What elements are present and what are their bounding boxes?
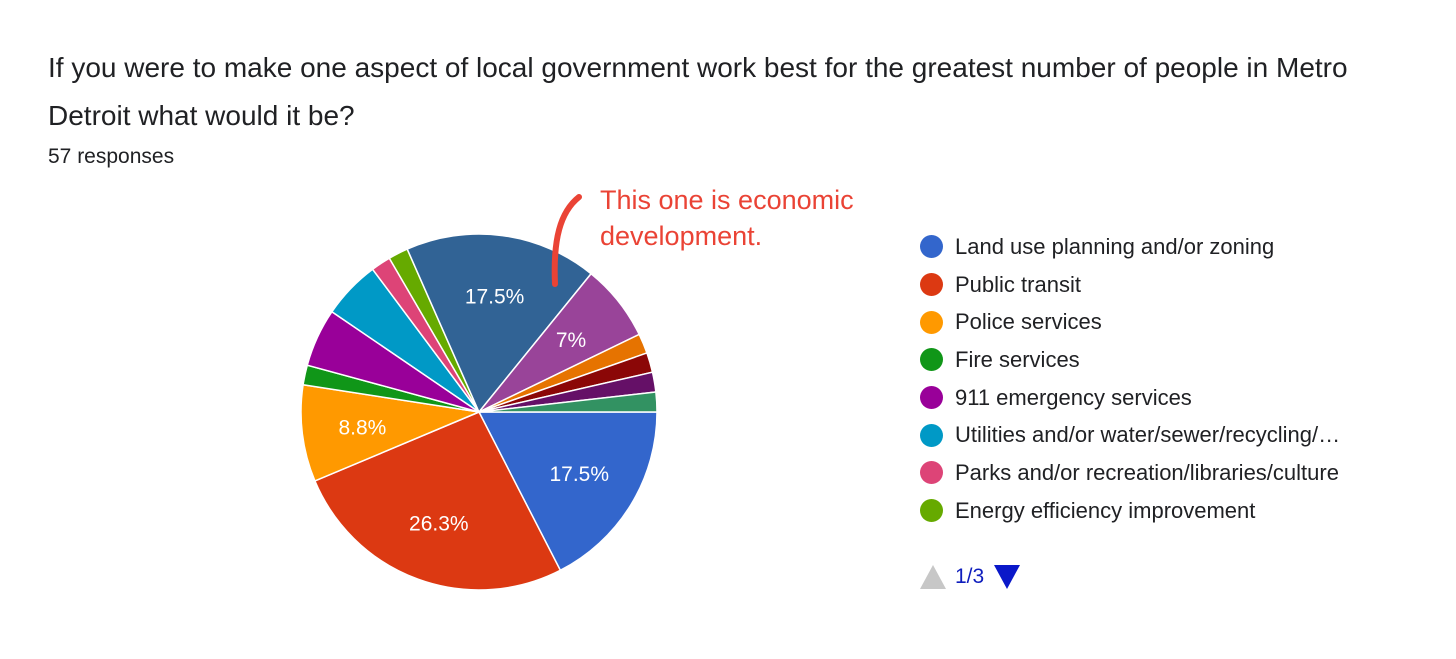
- pie-slice-labels: 17.5% 26.3% 8.8% 17.5% 7%: [338, 286, 609, 536]
- annotation-arrow: [551, 194, 582, 287]
- chart-question-title: If you were to make one aspect of local …: [48, 52, 1348, 131]
- pie-slice-label: 8.8%: [338, 416, 386, 439]
- legend-label: Energy efficiency improvement: [955, 497, 1256, 523]
- legend-pager: 1/3: [920, 565, 1021, 589]
- legend-item: Parks and/or recreation/libraries/cultur…: [920, 454, 1340, 492]
- pie-slice-label: 17.5%: [465, 286, 525, 309]
- legend-page-label: 1/3: [955, 565, 985, 588]
- legend-label: Utilities and/or water/sewer/recycling/…: [955, 422, 1341, 448]
- response-count: 57 responses: [48, 145, 175, 168]
- legend-item: 911 emergency services: [920, 379, 1340, 417]
- pie-slice-2: [313, 411, 562, 591]
- legend-item: Police services: [920, 303, 1340, 341]
- pie-slices: [300, 233, 658, 591]
- legend-label: Fire services: [955, 346, 1080, 372]
- pie-slice-label: 26.3%: [409, 512, 469, 535]
- legend-swatch: [920, 310, 943, 334]
- page-up-icon: [920, 565, 946, 589]
- legend-swatch: [920, 273, 943, 297]
- legend-label: 911 emergency services: [955, 384, 1192, 410]
- pie-slice-9: [406, 233, 593, 414]
- legend-label: Parks and/or recreation/libraries/cultur…: [955, 459, 1339, 485]
- pie-slice-3: [300, 383, 482, 482]
- legend-swatch: [920, 499, 943, 523]
- legend-label: Public transit: [955, 271, 1081, 297]
- legend-swatch: [920, 423, 943, 447]
- pie-slice-1: [477, 411, 658, 572]
- legend-item: Fire services: [920, 341, 1340, 379]
- pie-slice-label: 17.5%: [549, 463, 609, 486]
- legend-item: Utilities and/or water/sewer/recycling/…: [920, 416, 1340, 454]
- legend-swatch: [920, 348, 943, 372]
- legend-item: Energy efficiency improvement: [920, 492, 1340, 530]
- pie-slice-14: [478, 391, 658, 413]
- legend-swatch: [920, 235, 943, 259]
- page-down-icon[interactable]: [994, 565, 1021, 589]
- legend-label: Police services: [955, 309, 1102, 335]
- annotation-text: This one is economic development.: [600, 185, 854, 251]
- legend-label: Land use planning and/or zoning: [955, 233, 1275, 259]
- legend-item: Public transit: [920, 266, 1340, 304]
- pie-slice-label: 7%: [556, 329, 586, 352]
- legend-swatch: [920, 386, 943, 410]
- chart-legend: Land use planning and/or zoning Public tr…: [920, 228, 1340, 530]
- legend-item: Land use planning and/or zoning: [920, 228, 1340, 266]
- legend-swatch: [920, 461, 943, 485]
